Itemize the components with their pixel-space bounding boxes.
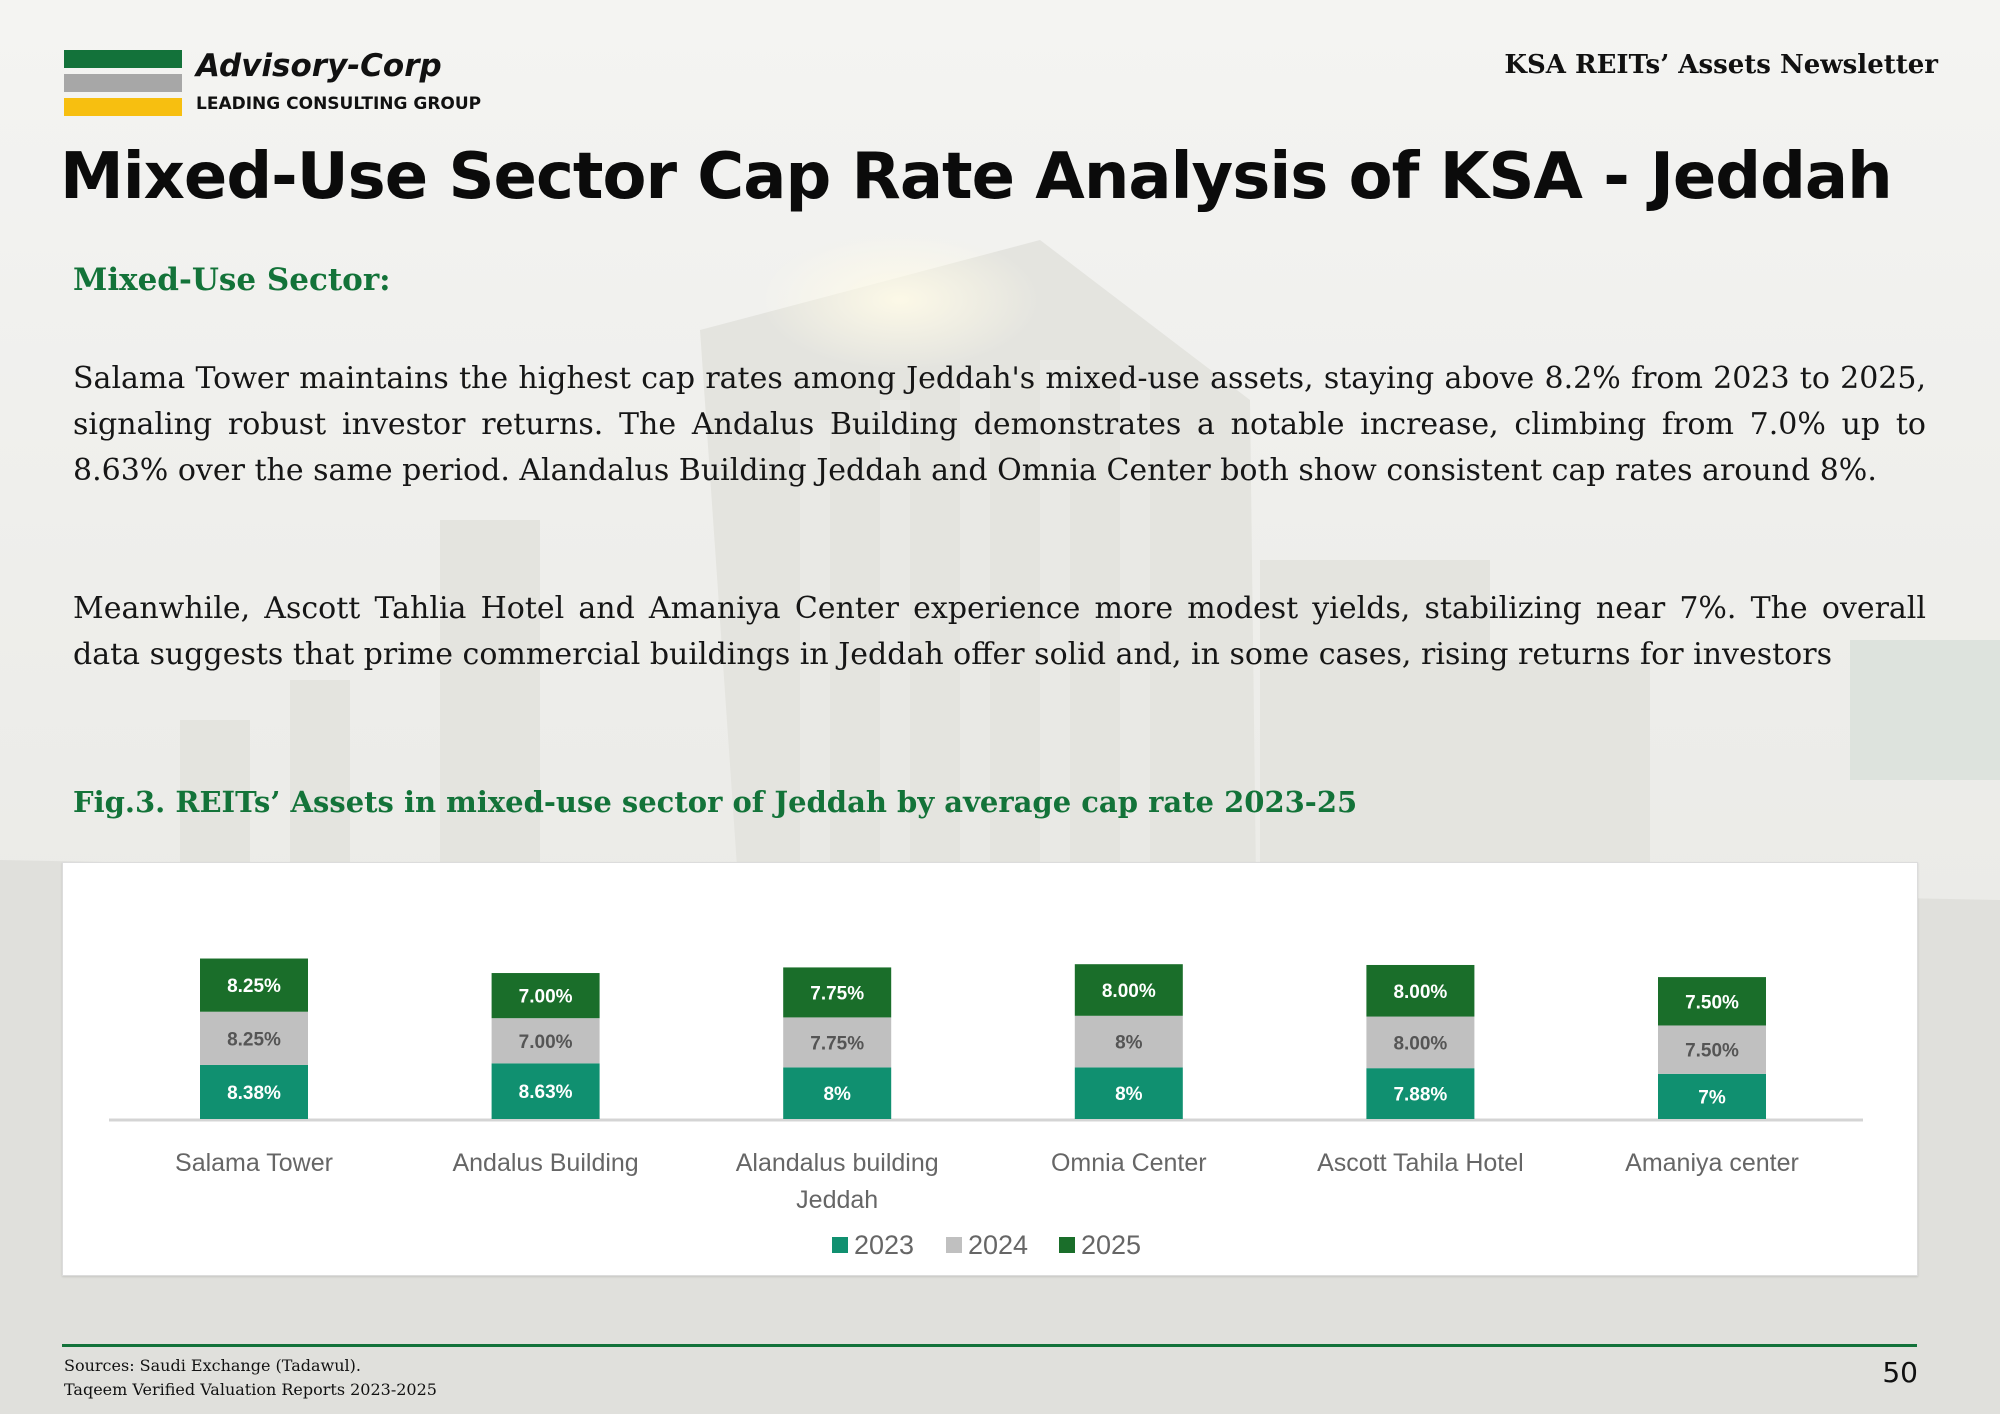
bar-2024-2	[491, 1018, 600, 1064]
bar-2023-4	[1074, 1067, 1183, 1119]
bar-2023-5	[1366, 1068, 1475, 1119]
legend-swatch-2023	[832, 1237, 848, 1253]
company-logo: Advisory-Corp LEADING CONSULTING GROUP	[64, 48, 504, 120]
data-label-2023-6: 7%	[1698, 1087, 1726, 1108]
sources-note: Sources: Saudi Exchange (Tadawul). Taqee…	[64, 1354, 437, 1402]
category-label-3-line-2: Jeddah	[796, 1186, 878, 1214]
data-label-2025-6: 7.50%	[1685, 992, 1739, 1013]
figure-caption: Fig.3. REITs’ Assets in mixed-use sector…	[73, 785, 1358, 819]
sources-line-2: Taqeem Verified Valuation Reports 2023-2…	[64, 1380, 437, 1399]
data-label-2025-4: 8.00%	[1102, 981, 1156, 1002]
category-label-1: Salama Tower	[175, 1149, 333, 1177]
stacked-bar-chart: 8.38% 8.25% 8.25% Salama Tower 8.63% 7.00% 7.0…	[62, 862, 1918, 1276]
data-label-2023-5: 7.88%	[1393, 1085, 1447, 1106]
page-number: 50	[1882, 1356, 1918, 1389]
data-label-2025-1: 8.25%	[227, 976, 281, 997]
logo-yellow-bar	[64, 98, 182, 116]
bar-2025-1	[200, 958, 308, 1012]
bar-2023-2	[491, 1063, 600, 1119]
bar-2025-6	[1658, 977, 1766, 1026]
legend-label-2023: 2023	[854, 1230, 914, 1260]
data-label-2024-2: 7.00%	[519, 1032, 573, 1053]
legend-label-2025: 2025	[1081, 1230, 1141, 1260]
bar-2025-5	[1366, 964, 1475, 1017]
body-paragraph-2: Meanwhile, Ascott Tahlia Hotel and Amani…	[73, 591, 1926, 672]
legend-swatch-2024	[946, 1237, 962, 1253]
bar-2024-5	[1366, 1016, 1475, 1069]
data-label-2024-4: 8%	[1115, 1033, 1143, 1054]
body-paragraph-1: Salama Tower maintains the highest cap r…	[73, 361, 1926, 488]
footer-divider	[62, 1344, 1917, 1347]
legend-label-2024: 2024	[968, 1230, 1028, 1260]
data-label-2025-2: 7.00%	[519, 987, 573, 1008]
bar-2023-3	[783, 1067, 892, 1119]
bar-2024-1	[200, 1011, 308, 1065]
data-label-2025-3: 7.75%	[810, 983, 864, 1004]
page-title: Mixed-Use Sector Cap Rate Analysis of KS…	[60, 140, 1893, 214]
bar-2023-6	[1658, 1073, 1766, 1119]
category-label-5: Ascott Tahila Hotel	[1317, 1149, 1524, 1177]
data-label-2025-5: 8.00%	[1393, 982, 1447, 1003]
data-label-2023-2: 8.63%	[519, 1082, 573, 1103]
category-label-6: Amaniya center	[1625, 1149, 1799, 1177]
data-label-2024-3: 7.75%	[810, 1033, 864, 1054]
category-label-3: Alandalus building	[736, 1149, 939, 1177]
bar-2024-4	[1074, 1015, 1183, 1068]
bar-2025-3	[783, 967, 892, 1018]
data-label-2023-3: 8%	[823, 1084, 851, 1105]
bar-2025-2	[491, 973, 600, 1019]
logo-company-name: Advisory-Corp	[196, 48, 442, 84]
logo-green-bar	[64, 50, 182, 68]
chart-canvas: 8.38% 8.25% 8.25% Salama Tower 8.63% 7.00% 7.0…	[109, 958, 1863, 1260]
data-label-2023-1: 8.38%	[227, 1083, 281, 1104]
bar-2024-3	[783, 1017, 892, 1068]
data-label-2024-6: 7.50%	[1685, 1041, 1739, 1062]
sources-line-1: Sources: Saudi Exchange (Tadawul).	[64, 1356, 361, 1375]
bar-2024-6	[1658, 1025, 1766, 1074]
sector-heading: Mixed-Use Sector:	[73, 262, 391, 298]
bar-2023-1	[200, 1064, 308, 1119]
bar-2025-4	[1074, 964, 1183, 1016]
category-label-2: Andalus Building	[452, 1149, 638, 1177]
data-label-2023-4: 8%	[1115, 1084, 1143, 1105]
data-label-2024-5: 8.00%	[1393, 1033, 1447, 1054]
data-label-2024-1: 8.25%	[227, 1029, 281, 1050]
logo-tagline: LEADING CONSULTING GROUP	[196, 94, 482, 114]
newsletter-title: KSA REITs’ Assets Newsletter	[1504, 50, 1938, 80]
legend-swatch-2025	[1059, 1237, 1075, 1253]
category-label-4: Omnia Center	[1051, 1149, 1207, 1177]
logo-grey-bar	[64, 74, 182, 92]
